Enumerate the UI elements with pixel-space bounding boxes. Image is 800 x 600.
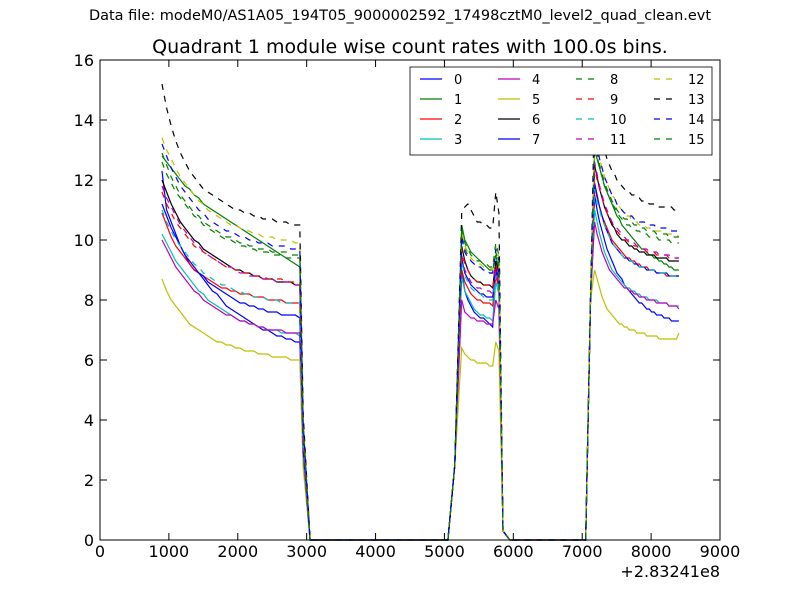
y-tick-label: 6: [84, 351, 94, 370]
x-tick-label: 8000: [631, 542, 672, 561]
x-tick-label: 3000: [286, 542, 327, 561]
series-line-11: [161, 161, 679, 541]
y-tick-label: 0: [84, 531, 94, 550]
y-tick-label: 2: [84, 471, 94, 490]
x-tick-label: 5000: [424, 542, 465, 561]
series-line-3: [161, 209, 679, 541]
y-tick-label: 16: [74, 51, 94, 70]
legend-label-1: 1: [454, 93, 462, 108]
x-tick-label: 9000: [700, 542, 741, 561]
legend-label-6: 6: [532, 113, 540, 128]
legend-label-15: 15: [688, 133, 705, 148]
legend-label-11: 11: [610, 133, 627, 148]
legend-label-4: 4: [532, 73, 540, 88]
axis-ticks: 0 1000 2000 3000 4000 5000 6000 7000 8000 9000 0 2 4…: [74, 51, 741, 561]
series-line-5: [161, 269, 680, 541]
legend-label-2: 2: [454, 113, 462, 128]
legend-label-9: 9: [610, 93, 618, 108]
x-tick-label: 2000: [217, 542, 258, 561]
series-line-1: [161, 149, 679, 541]
series-line-10: [161, 188, 679, 541]
legend-label-7: 7: [532, 133, 540, 148]
legend-label-13: 13: [688, 93, 705, 108]
legend-label-8: 8: [610, 73, 618, 88]
series-line-9: [161, 167, 679, 541]
chart-title: Quadrant 1 module wise count rates with …: [152, 36, 668, 58]
series-line-4: [161, 221, 680, 541]
y-tick-label: 4: [84, 411, 94, 430]
series-line-15: [161, 140, 679, 541]
x-tick-label: 4000: [355, 542, 396, 561]
y-tick-label: 8: [84, 291, 94, 310]
series-layer: [161, 83, 680, 541]
y-tick-label: 12: [74, 171, 94, 190]
series-line-6: [161, 164, 679, 541]
x-tick-label: 6000: [493, 542, 534, 561]
y-tick-label: 14: [74, 111, 94, 130]
y-tick-label: 10: [74, 231, 94, 250]
x-tick-label: 7000: [562, 542, 603, 561]
legend-label-14: 14: [688, 113, 705, 128]
figure-suptitle: Data file: modeM0/AS1A05_194T05_90000025…: [88, 8, 712, 24]
series-line-8: [161, 143, 679, 541]
legend-label-10: 10: [610, 113, 627, 128]
series-line-13: [161, 83, 679, 541]
x-offset-label: +2.83241e8: [620, 562, 720, 581]
series-line-12: [161, 137, 680, 541]
x-tick-label: 0: [95, 542, 105, 561]
legend-label-0: 0: [454, 73, 462, 88]
series-line-14: [161, 131, 679, 541]
x-tick-label: 1000: [149, 542, 190, 561]
legend-label-5: 5: [532, 93, 540, 108]
legend-frame: [409, 66, 713, 156]
legend-label-3: 3: [454, 133, 462, 148]
legend-label-12: 12: [688, 73, 705, 88]
series-line-0: [161, 170, 679, 541]
